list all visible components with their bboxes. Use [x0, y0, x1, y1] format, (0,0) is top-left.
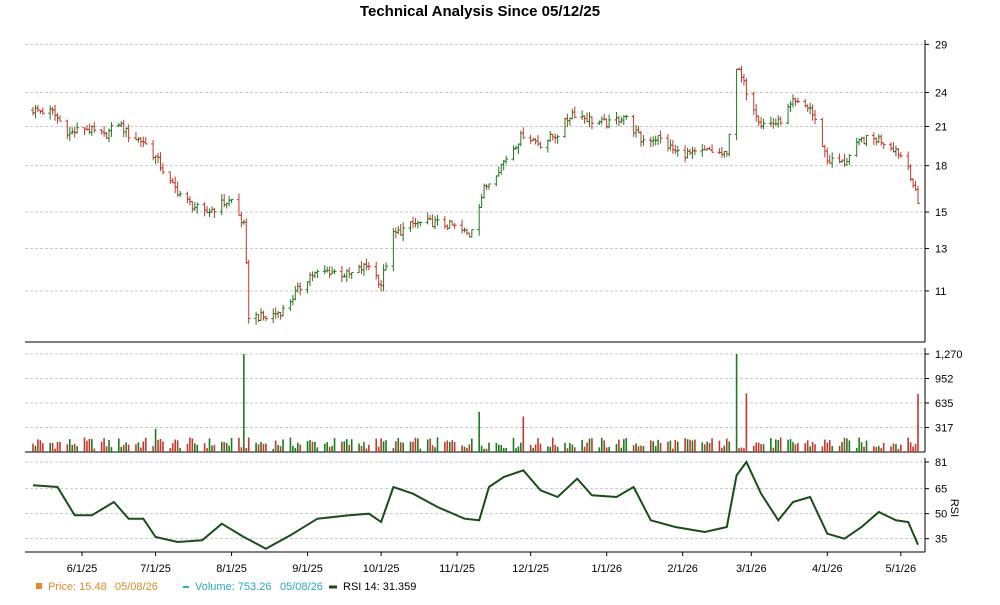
rsi-tick-label: 65: [935, 484, 947, 496]
x-tick-label: 10/1/25: [363, 563, 400, 575]
x-tick-label: 4/1/26: [812, 563, 843, 575]
price-gridlines: 11 13 15 18 21 24 29: [25, 39, 947, 298]
rsi-legend-label: RSI 14: 31.359: [343, 581, 416, 593]
rsi-gridlines: 35 50 65 81: [25, 457, 947, 546]
price-tick-label: 11: [935, 286, 946, 298]
price-tick-label: 29: [935, 39, 947, 51]
x-tick-label: 9/1/25: [292, 563, 323, 575]
chart-title: Technical Analysis Since 05/12/25: [360, 3, 600, 20]
x-tick-label: 5/1/26: [886, 563, 917, 575]
volume-bars: [32, 354, 919, 452]
x-tick-label: 3/1/26: [736, 563, 767, 575]
legend: Price: 15.48 05/08/26 Volume: 753.26 05/…: [36, 581, 416, 593]
rsi-tick-label: 50: [935, 509, 947, 521]
price-tick-label: 21: [935, 121, 947, 133]
x-axis-ticks: 6/1/25 7/1/25 8/1/25 9/1/25 10/1/25 11/1/25 12…: [67, 552, 916, 575]
x-tick-label: 11/1/25: [439, 563, 475, 575]
rsi-tick-label: 81: [935, 457, 947, 469]
x-tick-label: 12/1/25: [512, 563, 549, 575]
price-ohlc-bars: [31, 65, 920, 325]
volume-tick-label: 635: [935, 398, 953, 410]
x-tick-label: 1/1/26: [591, 563, 622, 575]
x-tick-label: 7/1/25: [140, 563, 171, 575]
price-tick-label: 13: [935, 243, 947, 255]
x-tick-label: 2/1/26: [667, 563, 698, 575]
volume-tick-label: 317: [935, 423, 953, 435]
rsi-axis-label: RSI: [948, 499, 960, 517]
price-tick-label: 24: [935, 87, 947, 99]
volume-tick-label: 952: [935, 374, 953, 386]
price-tick-label: 18: [935, 161, 947, 173]
volume-gridlines: 317 635 952 1,270: [25, 349, 963, 435]
rsi-line: [32, 460, 919, 550]
price-legend-swatch: [36, 583, 42, 589]
price-tick-label: 15: [935, 207, 947, 219]
volume-legend-date: 05/08/26: [280, 581, 323, 593]
volume-legend-label: Volume: 753.26: [195, 581, 271, 593]
volume-tick-label: 1,270: [935, 349, 963, 361]
price-legend-date: 05/08/26: [115, 581, 158, 593]
price-legend-label: Price: 15.48: [48, 581, 107, 593]
x-tick-label: 8/1/25: [216, 563, 247, 575]
rsi-tick-label: 35: [935, 534, 947, 546]
x-tick-label: 6/1/25: [67, 563, 98, 575]
